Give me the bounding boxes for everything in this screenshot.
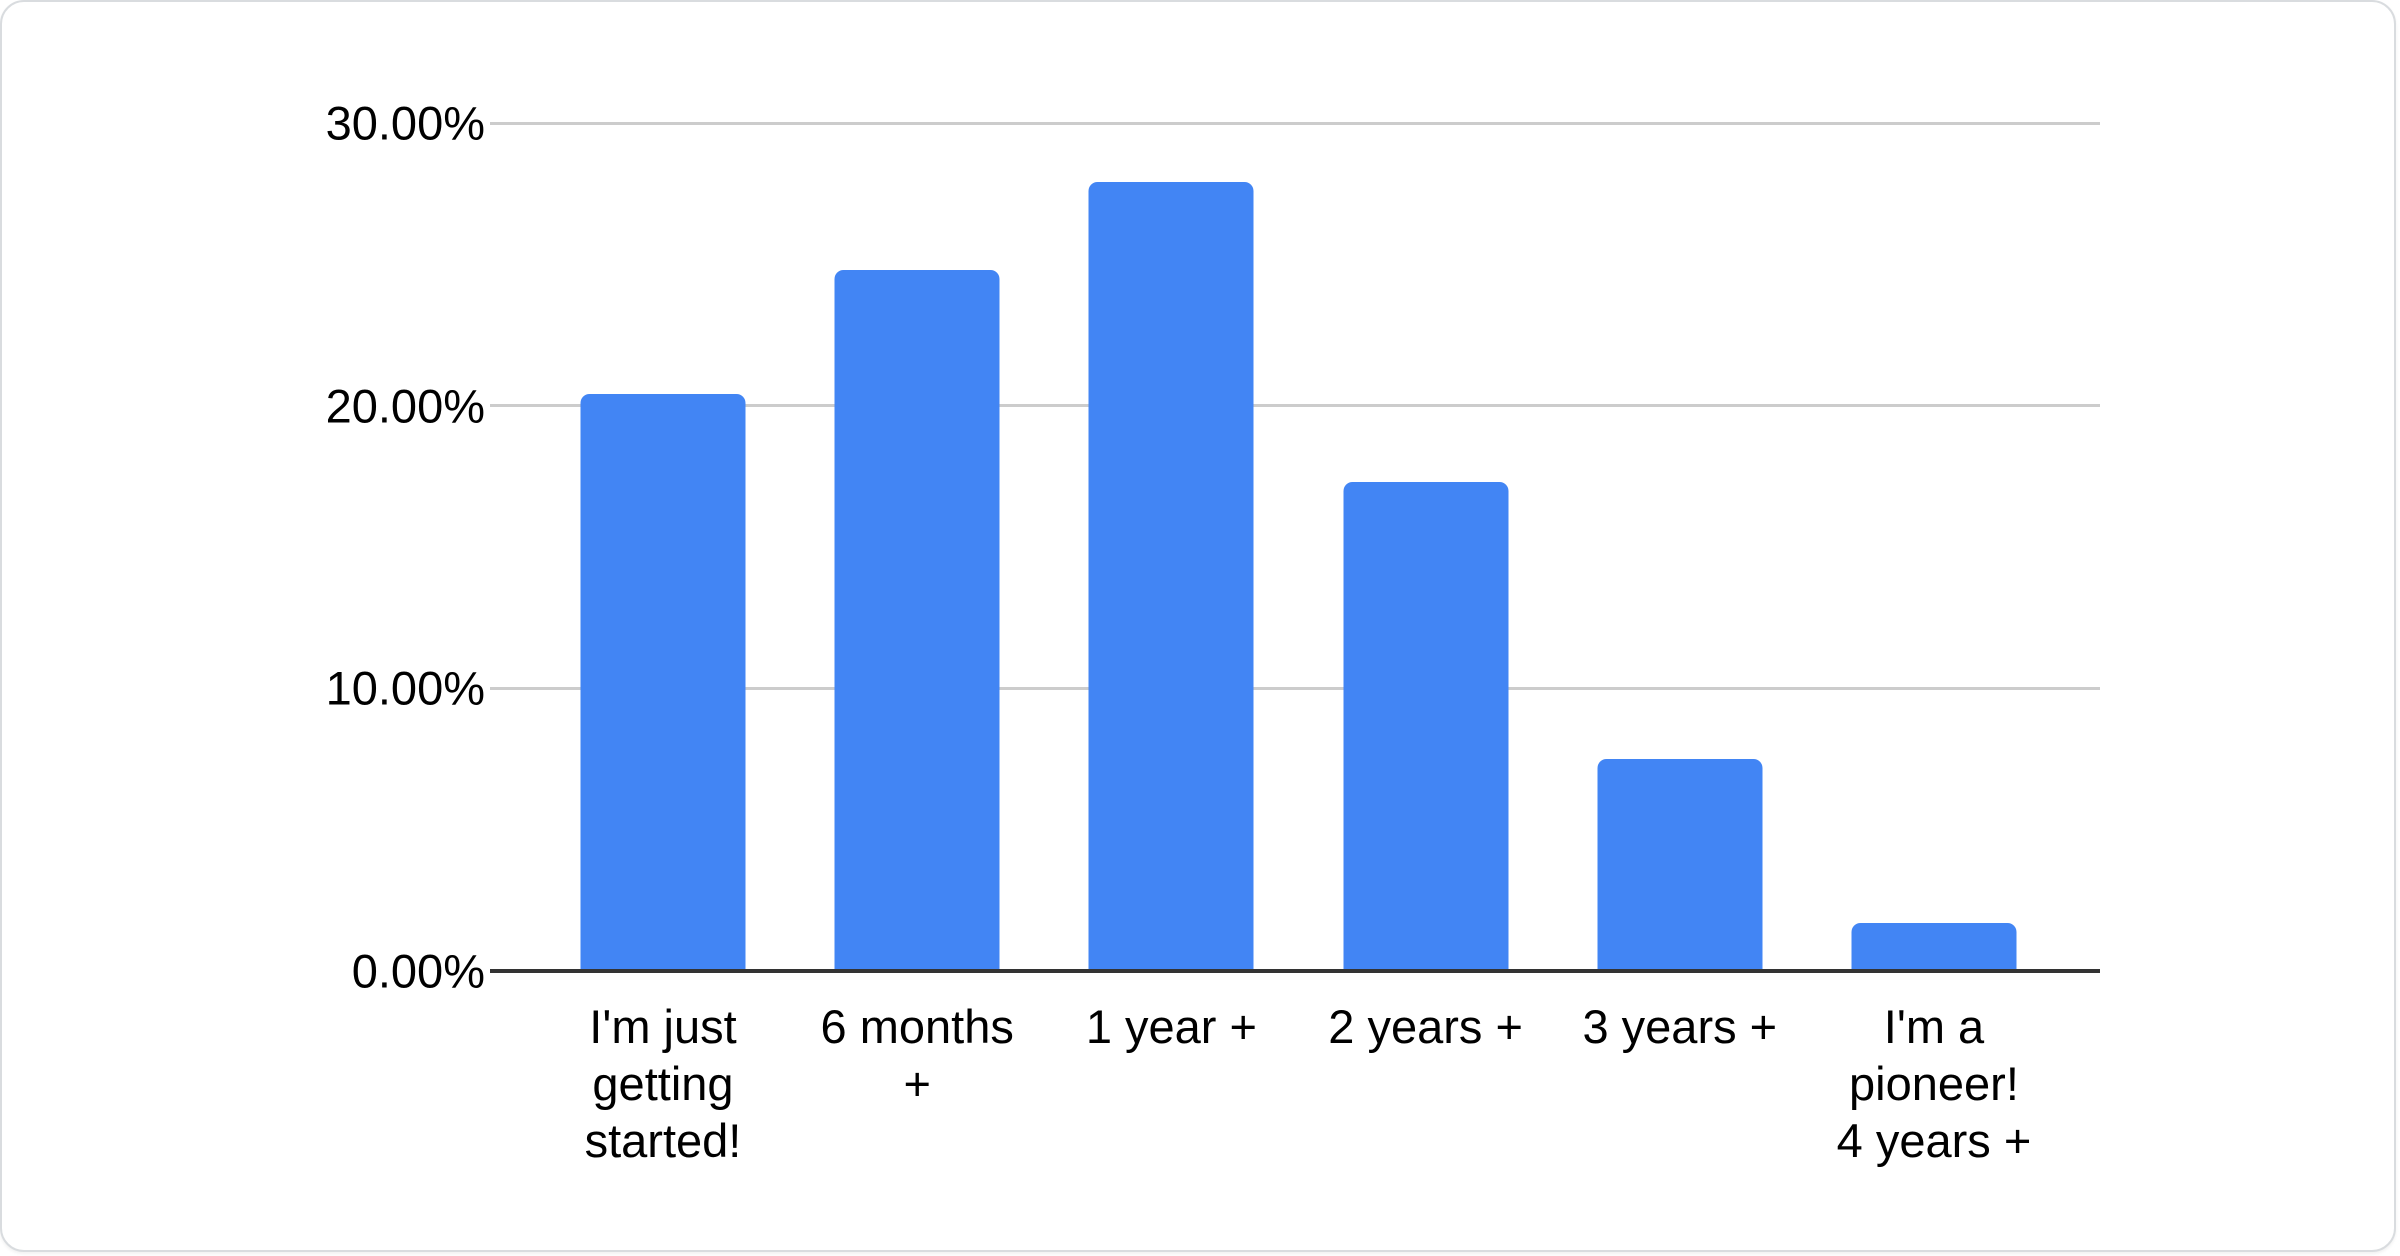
y-axis-tick-label: 20.00% <box>325 379 485 433</box>
x-axis-labels: I'm just getting started! 6 months + 1 yea… <box>490 998 2100 1238</box>
bar-6[interactable] <box>1851 922 2017 971</box>
y-axis-tick-label: 30.00% <box>325 96 485 150</box>
x-axis-category-label: 3 years + <box>1582 1000 1778 1053</box>
x-axis-line <box>490 969 2100 973</box>
x-axis-category-label: I'm a pioneer! 4 years + <box>1836 1000 2032 1167</box>
x-axis-category-label: I'm just getting started! <box>584 1000 742 1167</box>
bar-1[interactable] <box>580 394 746 971</box>
bar-3[interactable] <box>1088 182 1254 971</box>
gridline-30 <box>490 121 2100 125</box>
bar-4[interactable] <box>1343 482 1509 971</box>
bar-5[interactable] <box>1597 759 1763 971</box>
x-axis-category-label: 1 year + <box>1085 1000 1257 1053</box>
y-axis-tick-label: 10.00% <box>325 661 485 715</box>
y-axis-labels: 0.00% 10.00% 20.00% 30.00% <box>2 97 485 998</box>
bar-2[interactable] <box>834 270 1000 971</box>
y-axis-tick-label: 0.00% <box>351 944 485 998</box>
gridline-10 <box>490 686 2100 690</box>
gridline-20 <box>490 404 2100 408</box>
x-axis-category-label: 2 years + <box>1328 1000 1523 1053</box>
x-axis-category-label: 6 months + <box>820 1000 1014 1110</box>
chart-plot-area <box>490 121 2100 973</box>
